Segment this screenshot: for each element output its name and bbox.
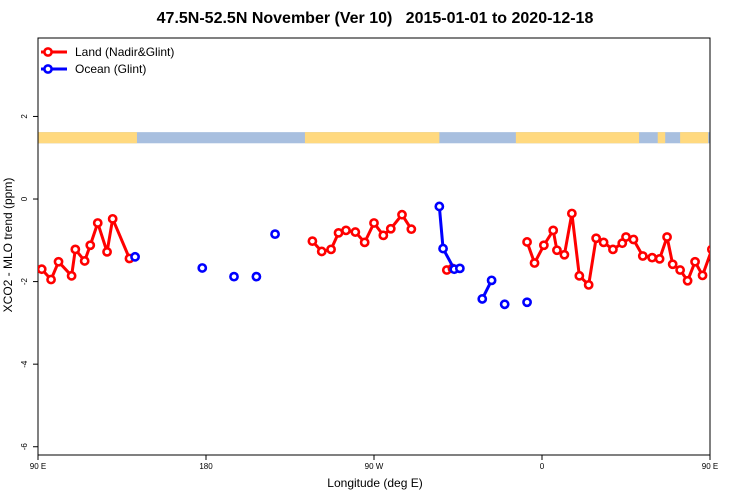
land-nadir-glint-point-17 [359, 237, 370, 248]
ocean-glint-point-6 [438, 243, 448, 254]
land-nadir-glint-point-53 [740, 248, 747, 255]
x-tick-label-3: 0 [540, 462, 545, 471]
land-nadir-glint-point-6 [85, 240, 96, 251]
land-nadir-glint-point-34 [591, 233, 602, 244]
ocean-glint-point-3 [251, 271, 262, 282]
land-nadir-glint-point-35 [598, 237, 609, 248]
land-nadir-glint-point-11 [307, 236, 318, 247]
land-nadir-glint-point-46 [682, 275, 693, 286]
land-nadir-glint-point-16 [350, 227, 361, 237]
land-nadir-glint-point-5 [79, 256, 90, 266]
legend-marker-land-nadir-glint [43, 47, 53, 57]
land-nadir-glint-point-41 [647, 252, 658, 263]
y-tick-label-1: -4 [20, 360, 29, 368]
ocean-glint-point-9 [477, 294, 488, 304]
land-nadir-glint-point-14 [333, 227, 344, 238]
land-nadir-glint-point-22 [406, 224, 417, 235]
land-nadir-glint-point-40 [637, 251, 648, 261]
x-tick-label-2: 90 W [365, 462, 384, 471]
land-nadir-glint-point-42 [654, 253, 665, 264]
ocean-glint-line-5 [437, 206, 461, 271]
land-band-2 [515, 132, 640, 144]
y-axis-label: XCO2 - MLO trend (ppm) [1, 177, 15, 313]
x-axis-label: Longitude (deg E) [327, 476, 423, 490]
x-tick-label-4: 90 E [702, 462, 718, 471]
land-nadir-glint-point-7 [92, 218, 103, 228]
land-nadir-glint-point-3 [66, 270, 77, 281]
land-nadir-glint-point-52 [733, 219, 740, 226]
land-nadir-glint-point-15 [341, 225, 351, 236]
y-tick-label-3: 0 [20, 196, 29, 201]
land-nadir-glint-point-36 [608, 244, 618, 255]
land-nadir-glint-point-39 [628, 234, 639, 245]
land-nadir-glint-point-4 [70, 244, 81, 255]
land-nadir-glint-point-20 [385, 223, 396, 234]
land-nadir-glint-point-1 [46, 274, 56, 285]
land-nadir-glint-point-25 [522, 237, 532, 247]
land-nadir-glint-point-51 [723, 242, 730, 249]
series-layer [38, 201, 747, 310]
land-nadir-glint-point-44 [667, 259, 678, 270]
legend-label-ocean-glint: Ocean (Glint) [75, 62, 146, 76]
land-nadir-glint-point-48 [697, 270, 708, 281]
land-nadir-glint-point-12 [316, 246, 327, 257]
land-nadir-glint-point-50 [716, 257, 723, 264]
land-nadir-glint-point-43 [662, 232, 672, 242]
series-ocean-glint [130, 201, 532, 310]
ocean-glint-point-12 [522, 297, 532, 308]
ocean-glint-point-0 [130, 251, 140, 262]
land-nadir-glint-point-13 [326, 244, 336, 255]
land-nadir-glint-point-49 [706, 244, 710, 254]
land-band-0 [38, 132, 137, 144]
land-nadir-glint-point-31 [566, 208, 577, 219]
land-nadir-glint-point-21 [397, 209, 407, 220]
land-nadir-glint-line-0 [40, 217, 131, 282]
y-tick-label-0: -6 [20, 443, 29, 451]
land-nadir-glint-point-30 [559, 249, 570, 260]
ocean-glint-point-8 [454, 263, 465, 274]
land-nadir-glint-point-38 [621, 232, 631, 242]
x-tick-label-0: 90 E [30, 462, 46, 471]
land-nadir-glint-point-29 [552, 245, 562, 256]
land-nadir-glint-point-9 [107, 213, 118, 224]
ocean-glint-point-1 [197, 263, 208, 273]
land-nadir-glint-point-45 [675, 265, 686, 275]
land-nadir-glint-point-8 [102, 246, 112, 257]
land-nadir-glint-point-47 [690, 256, 700, 267]
land-nadir-glint-point-26 [529, 258, 540, 268]
chart-title: 47.5N-52.5N November (Ver 10) 2015-01-01… [156, 10, 594, 27]
series-land-nadir-glint [38, 208, 747, 290]
legend-marker-ocean-glint [43, 64, 53, 74]
x-tick-label-1: 180 [199, 462, 213, 471]
land-nadir-glint-point-18 [369, 218, 379, 228]
ocean-glint-point-4 [270, 229, 280, 240]
land-nadir-glint-point-27 [538, 240, 549, 251]
land-nadir-glint-point-2 [53, 256, 64, 267]
y-tick-label-4: 2 [20, 114, 29, 119]
y-tick-label-2: -2 [20, 277, 29, 285]
land-nadir-glint-point-28 [548, 225, 559, 236]
legend: Land (Nadir&Glint) Ocean (Glint) [41, 45, 174, 76]
land-nadir-glint-point-33 [583, 279, 594, 290]
land-nadir-glint-point-19 [378, 230, 389, 241]
ocean-glint-point-11 [499, 299, 510, 310]
axes: 90 E 180 90 W 0 90 E -6 -4 -2 0 2 [20, 114, 718, 471]
land-band-4 [680, 132, 709, 144]
ocean-glint-point-10 [486, 275, 497, 286]
ocean-glint-point-2 [229, 271, 239, 282]
land-nadir-glint-point-0 [38, 264, 47, 275]
land-band-1 [304, 132, 440, 144]
land-band-3 [657, 132, 666, 144]
land-nadir-glint-point-32 [574, 270, 585, 281]
land-ocean-strip [38, 132, 710, 144]
legend-label-land-nadir-glint: Land (Nadir&Glint) [75, 45, 174, 59]
ocean-glint-point-5 [434, 201, 445, 212]
